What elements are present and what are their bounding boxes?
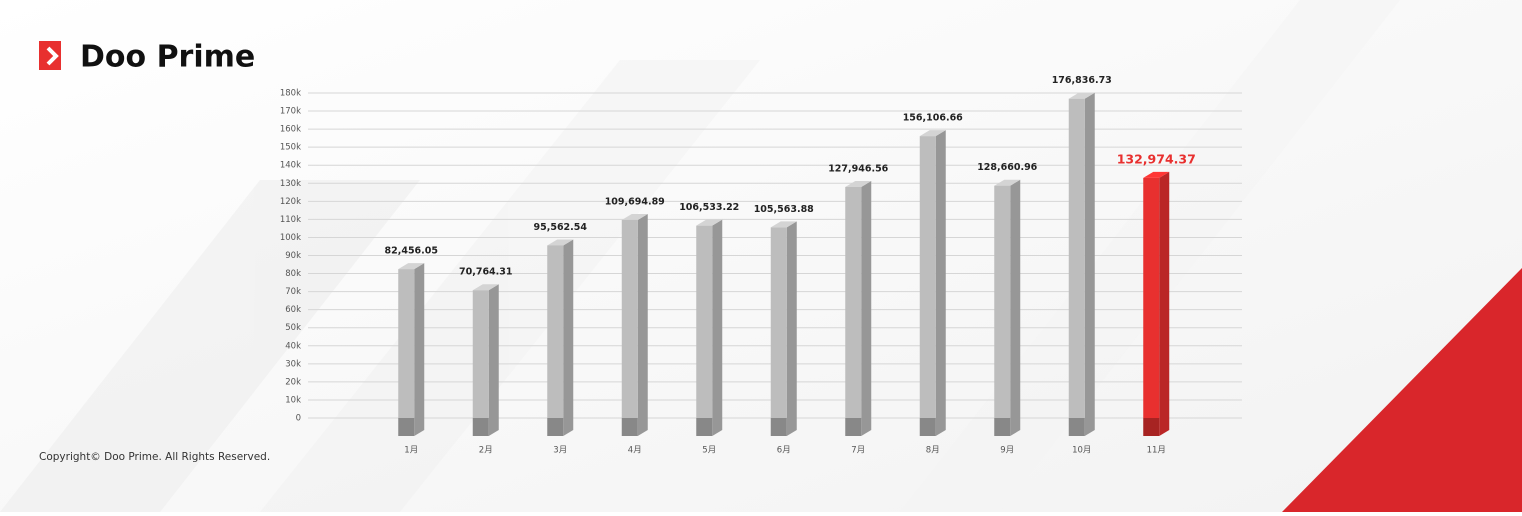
- value-label: 95,562.54: [534, 222, 588, 233]
- logo: Doo Prime: [39, 40, 255, 75]
- value-label: 82,456.05: [385, 246, 439, 257]
- bar-top: [1068, 92, 1095, 99]
- y-tick-label: 60k: [285, 305, 301, 315]
- y-tick-label: 50k: [285, 323, 301, 333]
- x-tick-label: 3月: [553, 446, 567, 456]
- value-label: 132,974.37: [1117, 151, 1196, 166]
- y-tick-label: 10k: [285, 395, 301, 405]
- bar: [770, 227, 787, 418]
- value-label: 70,764.31: [459, 267, 513, 278]
- x-tick-label: 4月: [628, 446, 642, 456]
- value-label: 128,660.96: [977, 162, 1037, 173]
- bar-side: [414, 263, 425, 436]
- y-tick-label: 40k: [285, 341, 301, 351]
- y-tick-label: 20k: [285, 377, 301, 387]
- y-tick-label: 0: [296, 414, 301, 424]
- x-tick-label: 7月: [851, 446, 865, 456]
- bar-side: [488, 284, 499, 436]
- bar-side: [1010, 179, 1021, 436]
- bar: [547, 245, 564, 418]
- bar-top: [621, 213, 648, 220]
- bar-top: [398, 263, 425, 270]
- bar-top: [547, 239, 574, 246]
- value-label: 127,946.56: [828, 163, 888, 174]
- y-tick-label: 150k: [280, 143, 301, 153]
- bar: [696, 225, 713, 418]
- y-tick-label: 30k: [285, 359, 301, 369]
- bar-top: [919, 130, 946, 137]
- y-tick-label: 160k: [280, 125, 301, 135]
- bar-base: [398, 418, 415, 436]
- x-tick-label: 8月: [926, 446, 940, 456]
- y-tick-label: 90k: [285, 251, 301, 261]
- bar-base: [919, 418, 936, 436]
- bar: [472, 290, 489, 418]
- bar-side: [1159, 171, 1170, 436]
- bar-base: [770, 418, 787, 436]
- bar-top: [845, 180, 872, 187]
- bar: [845, 186, 862, 418]
- brand: Doo Prime: [80, 40, 255, 75]
- bar-base: [845, 418, 862, 436]
- value-label: 106,533.22: [679, 202, 739, 213]
- bar: [621, 219, 638, 418]
- bar-base: [1143, 418, 1160, 436]
- x-tick-label: 10月: [1072, 446, 1091, 456]
- x-tick-label: 1月: [404, 446, 418, 456]
- bar-side: [935, 130, 946, 436]
- x-tick-label: 5月: [702, 446, 716, 456]
- bar-base: [696, 418, 713, 436]
- bar-side: [712, 219, 723, 436]
- copyright: Copyright© Doo Prime. All Rights Reserve…: [39, 451, 270, 463]
- bar: [994, 185, 1011, 418]
- bar-side: [1084, 92, 1095, 436]
- bar-top: [1143, 171, 1170, 178]
- y-tick-label: 70k: [285, 287, 301, 297]
- bar-base: [547, 418, 564, 436]
- x-tick-label: 6月: [777, 446, 791, 456]
- bar-top: [994, 179, 1021, 186]
- bar-top: [472, 284, 499, 291]
- x-tick-label: 2月: [479, 446, 493, 456]
- value-label: 105,563.88: [754, 204, 814, 215]
- value-label: 156,106.66: [903, 113, 963, 124]
- bar: [1068, 98, 1085, 418]
- logo-arrow: [46, 46, 59, 66]
- logo-icon: [39, 41, 61, 70]
- y-tick-label: 180k: [280, 89, 301, 99]
- bar-base: [994, 418, 1011, 436]
- bar-top: [696, 219, 723, 226]
- y-tick-label: 120k: [280, 197, 301, 207]
- bar-base: [472, 418, 489, 436]
- y-tick-label: 140k: [280, 161, 301, 171]
- bar-base: [621, 418, 638, 436]
- x-tick-label: 11月: [1147, 446, 1166, 456]
- bar-base: [1068, 418, 1085, 436]
- y-tick-label: 130k: [280, 179, 301, 189]
- value-label: 109,694.89: [605, 196, 665, 207]
- bar: [398, 269, 415, 418]
- bar-side: [637, 213, 648, 436]
- y-tick-label: 80k: [285, 269, 301, 279]
- y-tick-label: 170k: [280, 107, 301, 117]
- bar-side: [861, 180, 872, 436]
- bar-side: [563, 239, 574, 436]
- bar: [919, 136, 936, 418]
- corner-decoration: [1282, 268, 1522, 512]
- y-tick-label: 110k: [280, 215, 301, 225]
- value-label: 176,836.73: [1052, 75, 1112, 86]
- y-tick-label: 100k: [280, 233, 301, 243]
- x-tick-label: 9月: [1000, 446, 1014, 456]
- bar: [1143, 177, 1160, 418]
- bar-top: [770, 221, 797, 228]
- bar-side: [786, 221, 797, 436]
